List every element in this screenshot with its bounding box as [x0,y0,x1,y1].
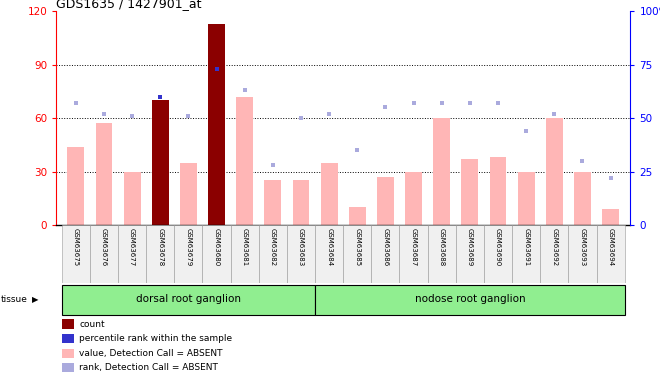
Text: GSM63690: GSM63690 [495,228,501,266]
Bar [62,334,75,344]
Text: tissue: tissue [1,295,28,304]
Bar [461,159,478,225]
Bar [180,163,197,225]
Bar [484,225,512,283]
Text: GSM63675: GSM63675 [73,228,79,266]
Bar [377,177,394,225]
Text: count: count [79,320,105,328]
Bar [512,225,541,283]
Bar [62,225,90,283]
Bar [62,285,315,315]
Bar [490,158,506,225]
Bar [568,225,597,283]
Bar [315,285,624,315]
Text: percentile rank within the sample: percentile rank within the sample [79,334,232,343]
Bar [90,225,118,283]
Bar [405,172,422,225]
Bar [96,123,112,225]
Bar [541,225,568,283]
Bar [372,225,399,283]
Bar [343,225,372,283]
Text: value, Detection Call = ABSENT: value, Detection Call = ABSENT [79,349,222,358]
Bar [259,225,287,283]
Bar [597,225,624,283]
Text: GSM63679: GSM63679 [185,228,191,266]
Text: GSM63686: GSM63686 [382,228,389,266]
Text: GSM63691: GSM63691 [523,228,529,266]
Text: GSM63676: GSM63676 [101,228,107,266]
Text: nodose root ganglion: nodose root ganglion [414,294,525,304]
Bar [574,172,591,225]
Text: rank, Detection Call = ABSENT: rank, Detection Call = ABSENT [79,363,218,372]
Text: GSM63682: GSM63682 [270,228,276,266]
Bar [123,172,141,225]
Bar [62,363,75,372]
Text: GSM63683: GSM63683 [298,228,304,266]
Bar [146,225,174,283]
Bar [456,225,484,283]
Text: GSM63681: GSM63681 [242,228,248,266]
Text: ▶: ▶ [32,295,38,304]
Bar [321,163,337,225]
Text: GSM63685: GSM63685 [354,228,360,266]
Bar [208,24,225,225]
Text: GSM63678: GSM63678 [157,228,163,266]
Text: dorsal root ganglion: dorsal root ganglion [136,294,241,304]
Bar [265,180,281,225]
Text: GSM63694: GSM63694 [608,228,614,266]
Text: GSM63687: GSM63687 [411,228,416,266]
Text: GDS1635 / 1427901_at: GDS1635 / 1427901_at [56,0,201,10]
Bar [315,225,343,283]
Bar [292,180,310,225]
Text: GSM63688: GSM63688 [439,228,445,266]
Bar [62,320,75,329]
Bar [236,97,253,225]
Text: GSM63692: GSM63692 [551,228,557,266]
Bar [287,225,315,283]
Text: GSM63680: GSM63680 [214,228,220,266]
Text: GSM63689: GSM63689 [467,228,473,266]
Bar [174,225,203,283]
Bar [433,118,450,225]
Bar [428,225,456,283]
Bar [67,147,84,225]
Bar [399,225,428,283]
Bar [203,225,230,283]
Bar [118,225,146,283]
Text: GSM63677: GSM63677 [129,228,135,266]
Bar [62,348,75,358]
Bar [230,225,259,283]
Bar [602,209,619,225]
Bar [152,100,169,225]
Text: GSM63693: GSM63693 [579,228,585,266]
Bar [349,207,366,225]
Bar [546,118,563,225]
Bar [517,172,535,225]
Text: GSM63684: GSM63684 [326,228,332,266]
